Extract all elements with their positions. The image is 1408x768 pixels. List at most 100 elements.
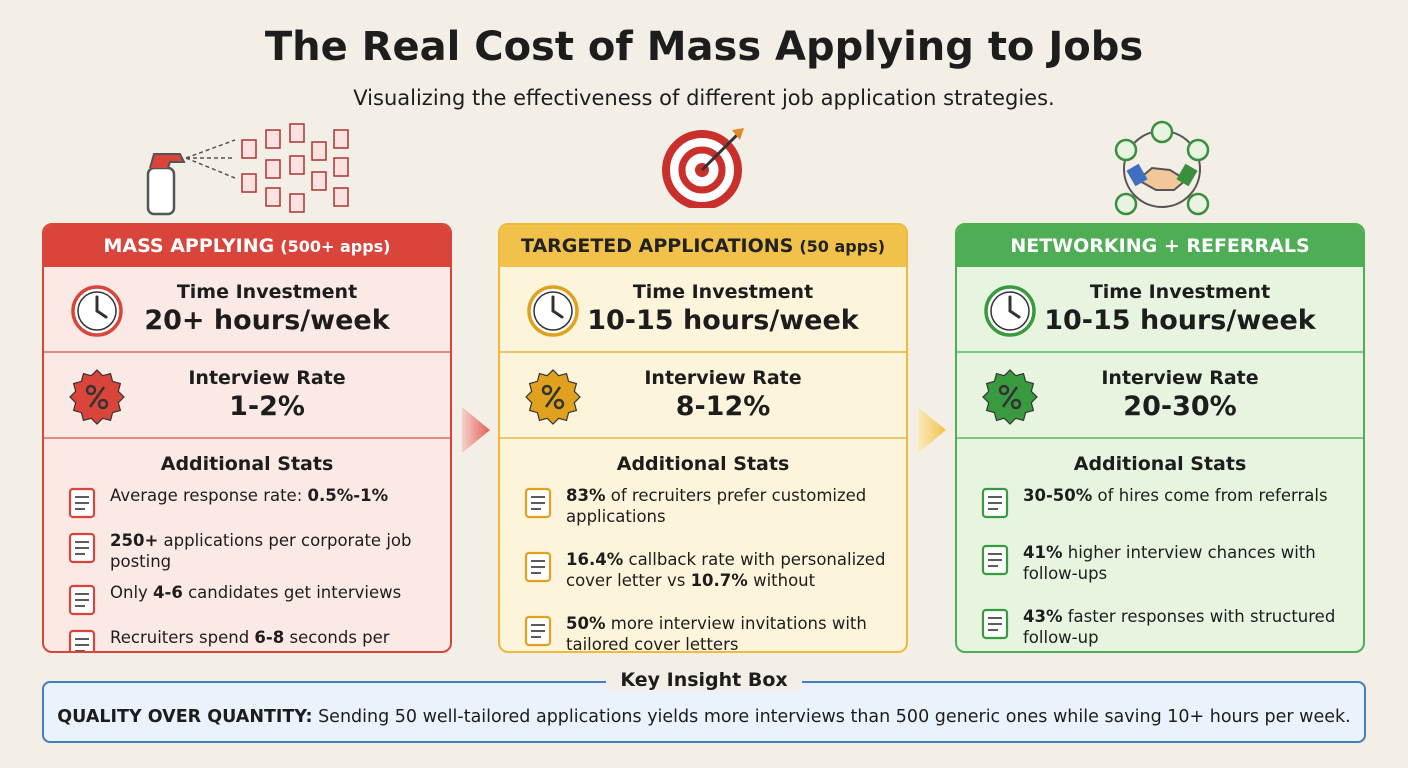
icon — [982, 369, 1038, 425]
icon — [71, 285, 123, 337]
stat-segment: Recruiters spend — [110, 628, 255, 647]
stat-text: 16.4% callback rate with personalized co… — [566, 549, 888, 591]
panel-name: TARGETED APPLICATIONS — [520, 235, 794, 257]
stat-segment: candidates get interviews — [182, 583, 402, 602]
stat-item: 30-50% of hires come from referrals — [979, 485, 1345, 520]
stats-list: 30-50% of hires come from referrals 41% h… — [957, 485, 1363, 648]
subtitle: Visualizing the effectiveness of differe… — [353, 86, 1055, 110]
icon — [981, 544, 1009, 576]
insight-body: QUALITY OVER QUANTITY: Sending 50 well-t… — [44, 707, 1364, 727]
stat-item: 43% faster responses with structured fol… — [979, 606, 1345, 648]
arrow — [918, 407, 946, 453]
time-label: Time Investment — [176, 281, 358, 303]
stat-text: 41% higher interview chances with follow… — [1023, 542, 1345, 584]
insight-text: Sending 50 well-tailored applications yi… — [312, 707, 1351, 727]
icon — [984, 285, 1036, 337]
stat-item: 16.4% callback rate with personalized co… — [522, 549, 888, 591]
rate-value: 20-30% — [1123, 391, 1237, 422]
stat-segment: 6-8 — [254, 628, 285, 647]
stat-item: 41% higher interview chances with follow… — [979, 542, 1345, 584]
stat-text: 250+ applications per corporate job post… — [110, 530, 432, 572]
stat-segment: more interview invitations with tailored… — [566, 614, 867, 653]
stat-text: Average response rate: 0.5%-1% — [110, 485, 388, 506]
panel-header: TARGETED APPLICATIONS (50 apps) — [500, 225, 906, 267]
stat-segment: Only — [110, 583, 154, 602]
stat-segment: 16.4% — [566, 550, 624, 569]
stat-segment: seconds per resume — [110, 628, 390, 651]
rate-value: 1-2% — [229, 391, 305, 422]
stat-segment: of hires come from referrals — [1092, 486, 1328, 505]
network-icon — [1114, 120, 1210, 216]
title: The Real Cost of Mass Applying to Jobs — [264, 24, 1144, 70]
icon — [68, 629, 96, 651]
time-value: 10-15 hours/week — [1044, 305, 1316, 336]
insight-lead: QUALITY OVER QUANTITY: — [57, 707, 313, 727]
panel-note: (50 apps) — [799, 236, 886, 256]
stat-segment: callback rate with personalized cover le… — [566, 550, 886, 590]
icon — [981, 487, 1009, 519]
time-row: Time Investment 20+ hours/week — [44, 267, 450, 353]
stat-segment: 250+ — [110, 531, 159, 550]
time-row: Time Investment 10-15 hours/week — [957, 267, 1363, 353]
stat-text: Only 4-6 candidates get interviews — [110, 582, 401, 603]
icon — [524, 615, 552, 647]
icon — [525, 369, 581, 425]
time-label: Time Investment — [1089, 281, 1271, 303]
stats-list: Average response rate: 0.5%-1% 250+ appli… — [44, 485, 450, 651]
stat-segment: 83% — [566, 486, 606, 505]
stat-text: 43% faster responses with structured fol… — [1023, 606, 1345, 648]
stat-segment: 30-50% — [1023, 486, 1093, 505]
stat-text: 83% of recruiters prefer customized appl… — [566, 485, 888, 527]
arrow — [462, 407, 490, 453]
insight-box: Key Insight Box QUALITY OVER QUANTITY: S… — [42, 669, 1366, 743]
stats-list: 83% of recruiters prefer customized appl… — [500, 485, 906, 653]
icon — [524, 551, 552, 583]
stat-segment: faster responses with structured follow-… — [1023, 607, 1336, 647]
rate-label: Interview Rate — [1101, 367, 1259, 389]
stat-text: Recruiters spend 6-8 seconds per resume — [110, 627, 432, 651]
stat-text: 50% more interview invitations with tail… — [566, 613, 888, 653]
icon — [68, 584, 96, 616]
stat-segment: 4-6 — [153, 583, 183, 602]
spray-icon — [146, 123, 349, 216]
icon — [524, 487, 552, 519]
panel-header: NETWORKING + REFERRALS — [957, 225, 1363, 267]
stats-title: Additional Stats — [160, 453, 334, 475]
icon — [527, 285, 579, 337]
time-row: Time Investment 10-15 hours/week — [500, 267, 906, 353]
stat-segment: 10.7% — [690, 571, 748, 590]
panel: MASS APPLYING (500+ apps) Time Investment 2… — [42, 223, 452, 653]
stat-segment: 50% — [566, 614, 606, 633]
insight-label-wrap: Key Insight Box — [44, 669, 1364, 691]
stat-segment: 0.5%-1% — [307, 486, 389, 505]
panel-name: MASS APPLYING — [103, 235, 275, 257]
rate-row: Interview Rate 8-12% — [500, 353, 906, 439]
time-label: Time Investment — [632, 281, 814, 303]
stat-item: 250+ applications per corporate job post… — [66, 530, 432, 572]
rate-row: Interview Rate 20-30% — [957, 353, 1363, 439]
stat-segment: without — [747, 571, 816, 590]
target-icon — [662, 128, 744, 208]
rate-label: Interview Rate — [644, 367, 802, 389]
stat-item: 83% of recruiters prefer customized appl… — [522, 485, 888, 527]
icon — [981, 608, 1009, 640]
stat-segment: higher interview chances with follow-ups — [1023, 543, 1316, 583]
stats-title: Additional Stats — [616, 453, 790, 475]
panel-note: (500+ apps) — [280, 236, 391, 256]
stat-segment: of recruiters prefer customized applicat… — [566, 486, 867, 526]
icon — [69, 369, 125, 425]
stat-segment: 41% — [1023, 543, 1063, 562]
stat-item: Recruiters spend 6-8 seconds per resume — [66, 627, 432, 651]
icon — [68, 487, 96, 519]
rate-value: 8-12% — [675, 391, 771, 422]
stat-segment: applications per corporate job posting — [110, 531, 412, 571]
panel-name: NETWORKING + REFERRALS — [1010, 235, 1310, 257]
panel: TARGETED APPLICATIONS (50 apps) Time Inves… — [498, 223, 908, 653]
insight-label: Key Insight Box — [606, 669, 802, 691]
stat-segment: Average response rate: — [110, 486, 308, 505]
stats-title: Additional Stats — [1073, 453, 1247, 475]
time-value: 20+ hours/week — [144, 305, 390, 336]
panel: NETWORKING + REFERRALS Time Investment 10-… — [955, 223, 1365, 653]
rate-label: Interview Rate — [188, 367, 346, 389]
stat-text: 30-50% of hires come from referrals — [1023, 485, 1328, 506]
